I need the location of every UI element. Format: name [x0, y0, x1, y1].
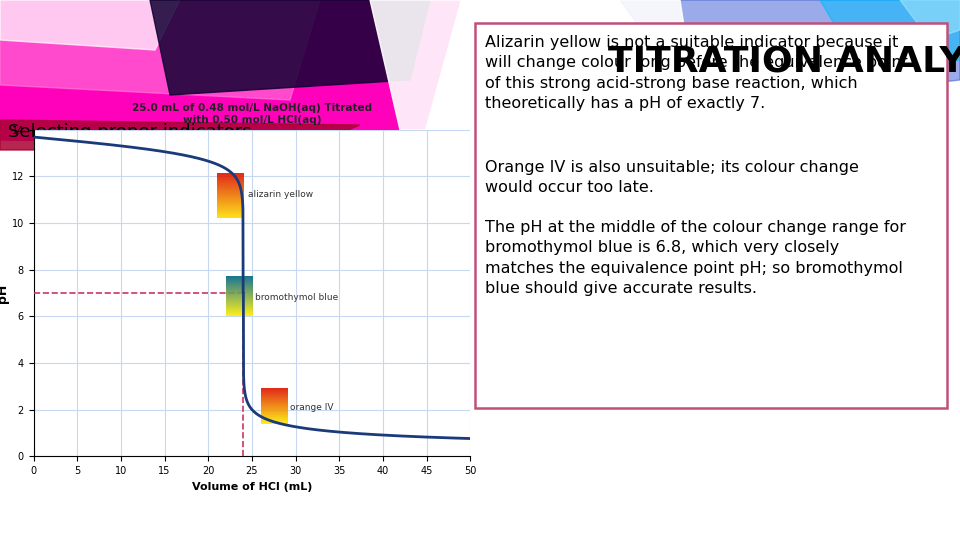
Text: TITRATION ANALYSIS: TITRATION ANALYSIS [609, 45, 960, 79]
Y-axis label: pH: pH [0, 284, 9, 302]
Polygon shape [900, 0, 960, 40]
Polygon shape [0, 0, 460, 145]
Text: Alizarin yellow is not a suitable indicator because it
will change colour long b: Alizarin yellow is not a suitable indica… [485, 35, 908, 111]
Text: Orange IV is also unsuitable; its colour change
would occur too late.: Orange IV is also unsuitable; its colour… [485, 160, 859, 195]
Polygon shape [0, 0, 320, 100]
Polygon shape [0, 0, 180, 50]
Text: bromothymol blue: bromothymol blue [254, 293, 338, 302]
Title: 25.0 mL of 0.48 mol/L NaOH(aq) Titrated
with 0.50 mol/L HCl(aq): 25.0 mL of 0.48 mol/L NaOH(aq) Titrated … [132, 103, 372, 125]
Polygon shape [620, 0, 960, 110]
FancyBboxPatch shape [475, 23, 947, 408]
Polygon shape [0, 120, 360, 150]
Text: alizarin yellow: alizarin yellow [248, 191, 313, 199]
Polygon shape [370, 0, 700, 130]
Polygon shape [820, 0, 960, 85]
Text: orange IV: orange IV [290, 403, 333, 412]
Polygon shape [150, 0, 430, 95]
X-axis label: Volume of HCl (mL): Volume of HCl (mL) [192, 482, 312, 491]
Text: Selecting proper indicators: Selecting proper indicators [8, 123, 252, 141]
Text: The pH at the middle of the colour change range for
bromothymol blue is 6.8, whi: The pH at the middle of the colour chang… [485, 220, 906, 296]
